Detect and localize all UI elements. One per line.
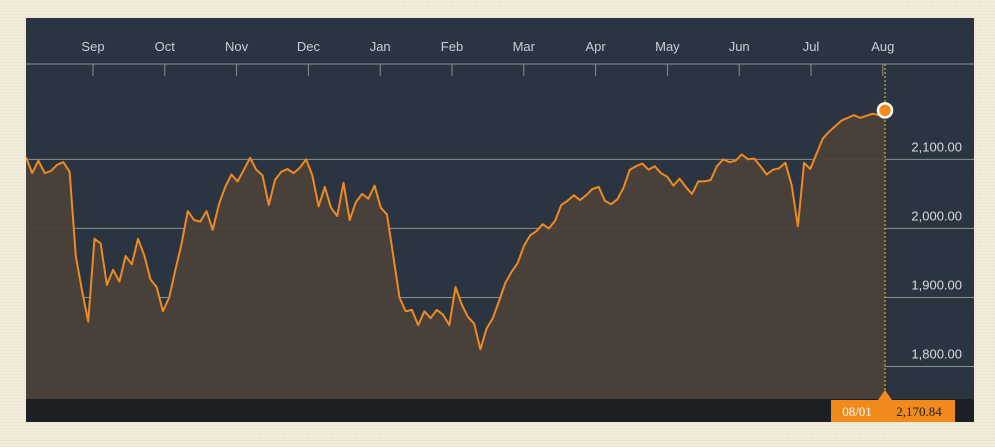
- bottom-strip: [26, 399, 974, 422]
- x-axis-labels: Sep Oct Nov Dec Jan Feb Mar Apr May Jun Jul Aug: [81, 39, 894, 76]
- month-label: Apr: [585, 39, 606, 54]
- value-readout: 08/01 2,170.84: [831, 390, 955, 422]
- readout-date-box: [831, 400, 884, 422]
- month-label: Dec: [297, 39, 321, 54]
- y-tick-label: 1,800.00: [911, 347, 962, 362]
- month-label: Feb: [441, 39, 463, 54]
- price-area: [26, 110, 885, 400]
- month-label: Nov: [225, 39, 249, 54]
- price-chart[interactable]: Sep Oct Nov Dec Jan Feb Mar Apr May Jun Jul Aug 1,8…: [26, 18, 974, 422]
- month-label: Jun: [729, 39, 750, 54]
- readout-date: 08/01: [842, 404, 872, 419]
- y-axis-labels: 1,800.00 1,900.00 2,000.00 2,100.00: [911, 139, 962, 361]
- month-label: Aug: [871, 39, 894, 54]
- y-tick-label: 2,100.00: [911, 139, 962, 154]
- price-line: [26, 109, 886, 351]
- y-tick-label: 1,900.00: [911, 277, 962, 292]
- month-label: Mar: [513, 39, 536, 54]
- readout-value-box: [884, 400, 955, 422]
- last-point-marker[interactable]: [876, 102, 894, 119]
- month-label: Sep: [81, 39, 104, 54]
- month-label: Oct: [155, 39, 176, 54]
- month-label: May: [655, 39, 680, 54]
- month-label: Jan: [370, 39, 391, 54]
- y-tick-label: 2,000.00: [911, 208, 962, 223]
- chart-frame: Sep Oct Nov Dec Jan Feb Mar Apr May Jun Jul Aug 1,8…: [26, 18, 974, 422]
- month-label: Jul: [803, 39, 820, 54]
- readout-value: 2,170.84: [896, 404, 942, 419]
- readout-pointer: [878, 390, 892, 400]
